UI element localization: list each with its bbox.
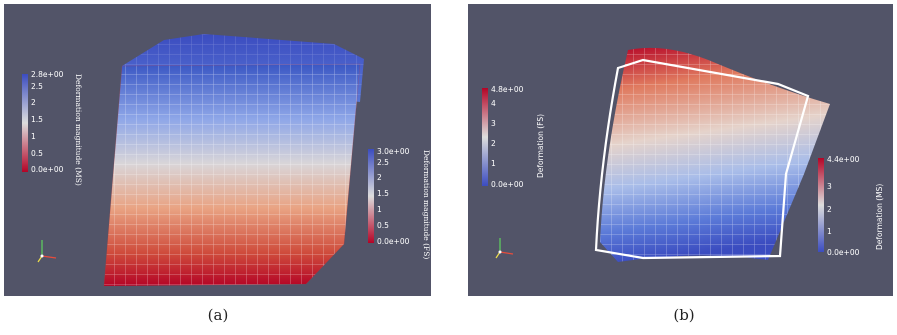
tick-label: 0.5 (31, 149, 43, 158)
colorbar-title: Deformation magnitude (MS) (74, 74, 83, 186)
orientation-axes-icon (495, 238, 514, 259)
tick-label: 1 (827, 227, 832, 236)
tick-label: 3.0e+00 (377, 147, 410, 156)
orientation-axes-icon (37, 240, 57, 263)
colorbar-title: Deformation (FS) (536, 114, 545, 178)
colorbar-ms: 4.4e+00 3 2 1 0.0e+00 Deformation (MS) (818, 155, 884, 257)
tick-label: 0.0e+00 (827, 248, 860, 257)
caption-a: (a) (207, 306, 229, 324)
tick-label: 0.0e+00 (377, 237, 410, 246)
tick-label: 2.5 (31, 82, 43, 91)
colorbar-title: Deformation magnitude (FS) (422, 150, 431, 259)
caption-b: (b) (673, 306, 695, 324)
tick-label: 3 (491, 119, 496, 128)
tick-label: 3 (827, 182, 832, 191)
tick-label: 1 (377, 205, 382, 214)
colorbar-fs: 4.8e+00 4 3 2 1 0.0e+00 Deformation (FS) (482, 85, 545, 189)
tick-label: 0.0e+00 (31, 165, 64, 174)
tick-label: 2.8e+00 (31, 70, 64, 79)
tick-label: 1.5 (377, 189, 389, 198)
tick-label: 4.8e+00 (491, 85, 524, 94)
tick-label: 2 (31, 98, 36, 107)
tick-label: 2 (827, 205, 832, 214)
tick-label: 4 (491, 99, 496, 108)
tick-label: 1.5 (31, 115, 43, 124)
tick-label: 4.4e+00 (827, 155, 860, 164)
tick-label: 2.5 (377, 158, 389, 167)
render-view-a[interactable]: 2.8e+00 2.5 2 1.5 1 0.5 0.0e+00 Deformat… (4, 4, 431, 296)
tick-label: 2 (491, 139, 496, 148)
tick-label: 0.0e+00 (491, 180, 524, 189)
tick-label: 2 (377, 173, 382, 182)
colorbar-title: Deformation (MS) (875, 184, 884, 250)
colorbar-fs: 3.0e+00 2.5 2 1.5 1 0.5 0.0e+00 Deformat… (368, 147, 431, 259)
deformed-mesh (103, 63, 361, 287)
viewport-a[interactable]: 2.8e+00 2.5 2 1.5 1 0.5 0.0e+00 Deformat… (4, 4, 431, 296)
deformed-mesh (600, 47, 830, 262)
viewport-b[interactable]: 4.8e+00 4 3 2 1 0.0e+00 Deformation (FS)… (468, 4, 893, 296)
tick-label: 0.5 (377, 221, 389, 230)
render-view-b[interactable]: 4.8e+00 4 3 2 1 0.0e+00 Deformation (FS)… (468, 4, 893, 296)
tick-label: 1 (31, 132, 36, 141)
reference-outline (594, 58, 810, 260)
tick-label: 1 (491, 159, 496, 168)
colorbar-ms: 2.8e+00 2.5 2 1.5 1 0.5 0.0e+00 Deformat… (22, 70, 83, 186)
